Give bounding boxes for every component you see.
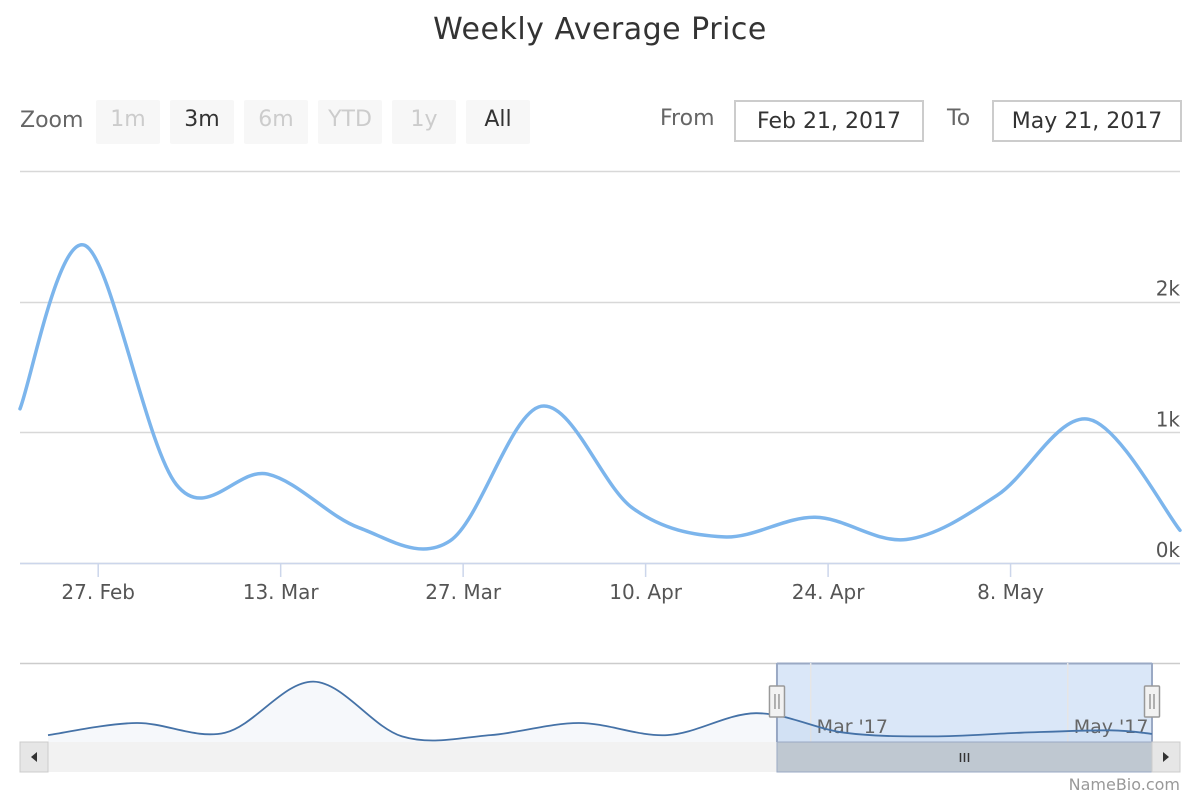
zoom-6m-button[interactable]: 6m [244,100,308,144]
grid-layer [20,170,1180,565]
x-axis: 27. Feb 13. Mar 27. Mar 10. Apr 24. Apr 8. Ma… [20,562,1180,604]
range-to-input[interactable]: May 21, 2017 [992,100,1182,142]
x-tick-label: 27. Feb [61,580,135,604]
navigator-series-line [47,680,1153,742]
x-tick-label: 24. Apr [792,580,866,604]
navigator-handle-body[interactable] [768,685,786,718]
y-tick-label: 2k [1156,277,1181,301]
zoom-3m-button[interactable]: 3m [170,100,234,144]
y-tick-label: 0k [1156,538,1181,562]
y-tick-label: 1k [1156,407,1181,431]
zoom-label: Zoom [20,108,84,133]
zoom-1m-button[interactable]: 1m [96,100,160,144]
arrow-right-icon [1163,752,1169,762]
range-from-input[interactable]: Feb 21, 2017 [734,100,924,142]
navigator-label: Mar '17 [817,716,888,738]
zoom-ytd-button[interactable]: YTD [318,100,382,144]
x-tick-label: 10. Apr [609,580,683,604]
series-line[interactable] [18,243,1182,551]
navigator-series-area [48,681,1152,742]
arrow-left-icon [31,752,37,762]
range-to-label: To [947,106,971,131]
x-tick-label: 13. Mar [243,580,320,604]
series-layer [18,243,1182,551]
navigator-handle-body[interactable] [1143,685,1161,718]
credits-text[interactable]: NameBio.com [1069,775,1180,794]
zoom-1y-button[interactable]: 1y [392,100,456,144]
zoom-all-button[interactable]: All [466,100,530,144]
navigator-selection-mask[interactable] [776,663,1152,742]
navigator-label: May '17 [1074,716,1149,738]
chart-title: Weekly Average Price [433,12,767,47]
navigator[interactable]: Mar '17 May '17 [19,662,1181,773]
y-axis: 0k 1k 2k [1156,277,1181,562]
range-from-label: From [660,106,715,131]
navigator-left-handle[interactable] [768,685,786,718]
x-tick-label: 27. Mar [425,580,502,604]
x-tick-label: 8. May [977,580,1044,604]
navigator-right-handle[interactable] [1143,685,1161,718]
